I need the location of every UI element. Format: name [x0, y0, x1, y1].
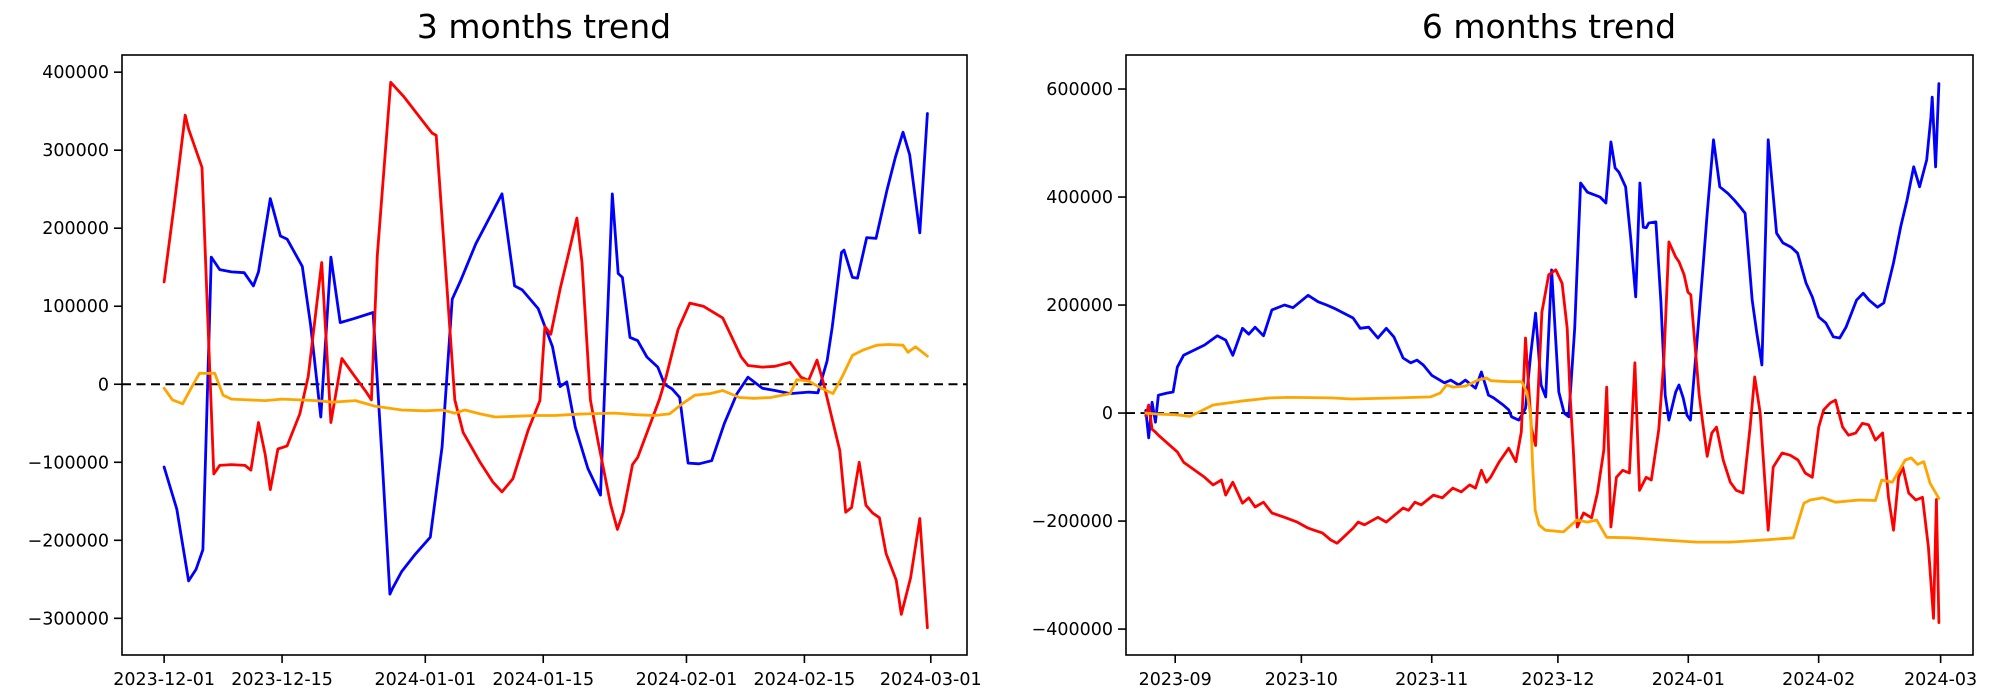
- x-tick-label: 2024-02: [1782, 670, 1855, 690]
- x-tick-label: 2024-01-01: [374, 670, 476, 690]
- x-tick-label: 2024-02-01: [636, 670, 738, 690]
- y-tick-label: 600000: [1046, 80, 1113, 100]
- x-axis: 2023-09 2023-10 2023-11 2023-12 2024-01 2024-…: [1139, 655, 1977, 690]
- y-tick-label: −300000: [28, 609, 109, 629]
- x-tick-label: 2023-12-15: [231, 670, 333, 690]
- y-axis: −300000 −200000 −100000 0 100000 200000 300000…: [28, 63, 122, 629]
- subplot-6-months-trend: 6 months trend −400000 −200000 0 200000 4000…: [1032, 7, 1978, 690]
- y-tick-label: 0: [98, 375, 109, 395]
- y-tick-label: 300000: [42, 141, 109, 161]
- plot-area-3-months: −300000 −200000 −100000 0 100000 200000 300000…: [28, 54, 982, 690]
- y-tick-label: 200000: [42, 219, 109, 239]
- y-tick-label: 200000: [1046, 296, 1113, 316]
- x-axis: 2023-12-01 2023-12-15 2024-01-01 2024-01-15…: [113, 655, 982, 690]
- y-tick-label: −200000: [28, 531, 109, 551]
- plot-area-6-months: −400000 −200000 0 200000 400000 600000 2023-09…: [1032, 54, 1977, 690]
- y-tick-label: −200000: [1032, 512, 1113, 532]
- y-tick-label: 0: [1102, 404, 1113, 424]
- y-tick-label: −400000: [1032, 620, 1113, 640]
- x-tick-label: 2023-12-01: [113, 670, 215, 690]
- x-tick-label: 2024-02-15: [754, 670, 856, 690]
- red-series-line: [162, 80, 929, 630]
- blue-series-line: [1144, 82, 1941, 440]
- orange-series-line: [162, 343, 929, 419]
- x-tick-label: 2024-01: [1652, 670, 1725, 690]
- x-tick-label: 2024-01-15: [492, 670, 594, 690]
- x-tick-label: 2023-11: [1395, 670, 1468, 690]
- orange-series-line: [1144, 376, 1941, 544]
- plot-frame: [121, 54, 968, 656]
- x-tick-label: 2023-09: [1139, 670, 1212, 690]
- red-series-line: [1144, 240, 1941, 624]
- subplot-3-months-trend: 3 months trend −300000 −200000 −100000 0 100…: [28, 7, 982, 690]
- y-tick-label: 400000: [1046, 188, 1113, 208]
- blue-series-line: [162, 112, 929, 596]
- plot-frame: [1125, 54, 1974, 656]
- y-tick-label: 400000: [42, 63, 109, 83]
- x-tick-label: 2024-03-01: [880, 670, 982, 690]
- x-tick-label: 2023-12: [1521, 670, 1594, 690]
- y-tick-label: 100000: [42, 297, 109, 317]
- y-tick-label: −100000: [28, 453, 109, 473]
- y-axis: −400000 −200000 0 200000 400000 600000: [1032, 80, 1126, 640]
- x-tick-label: 2023-10: [1265, 670, 1338, 690]
- x-tick-label: 2024-03: [1904, 670, 1977, 690]
- chart-title-6-months: 6 months trend: [1422, 7, 1676, 46]
- chart-title-3-months: 3 months trend: [417, 7, 671, 46]
